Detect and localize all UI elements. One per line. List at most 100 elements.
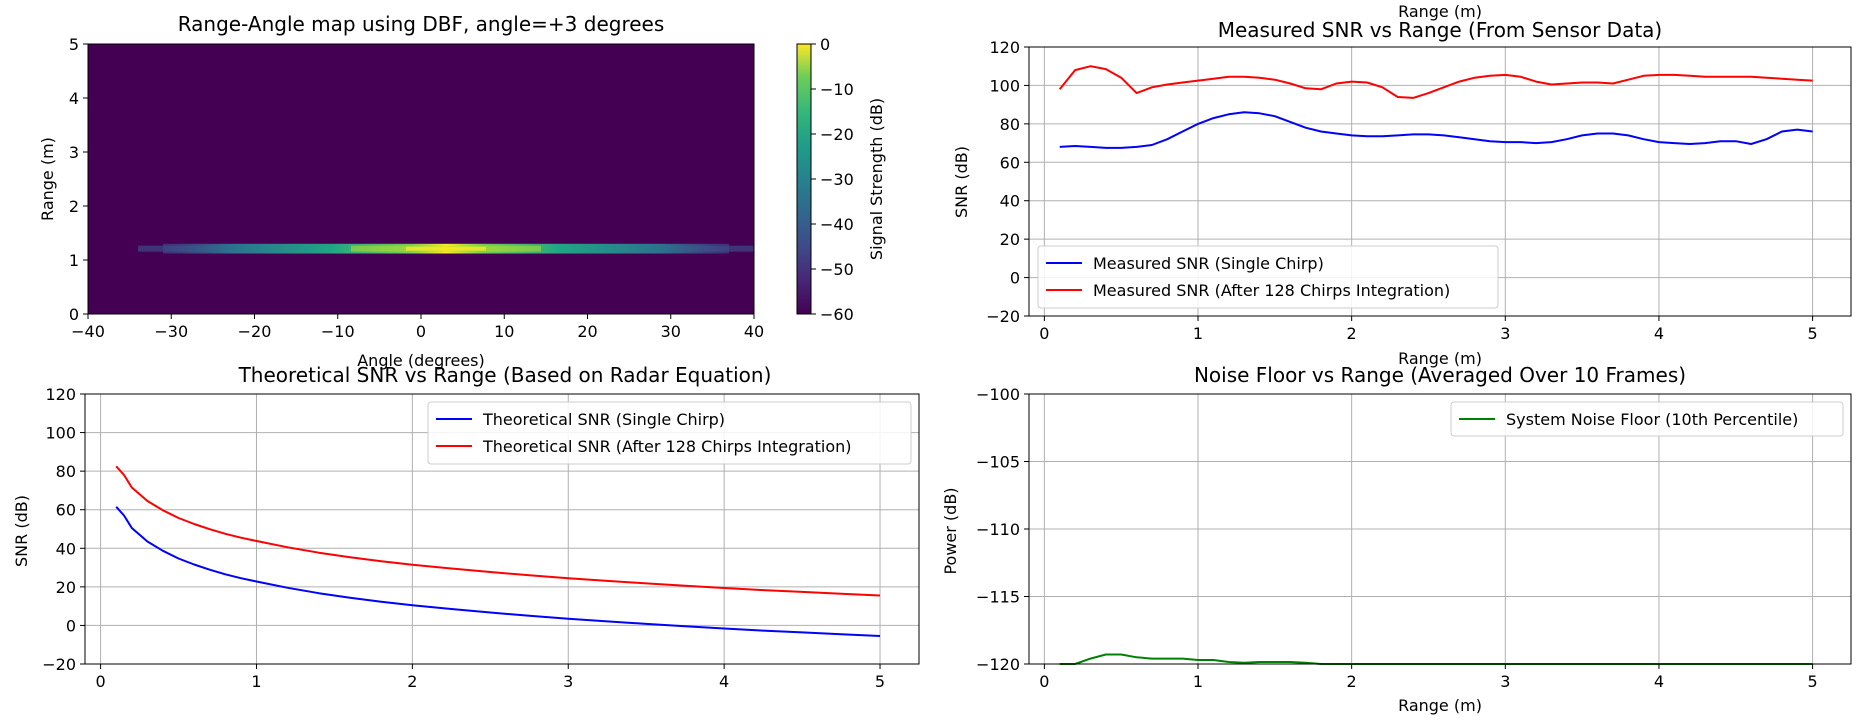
x-tick-label: 1 [1193, 324, 1203, 343]
y-tick-label: 120 [989, 38, 1020, 57]
series-line-0 [1059, 111, 1813, 149]
heatmap-panel: Range-Angle map using DBF, angle=+3 degr… [38, 12, 886, 370]
legend-entry-1: Theoretical SNR (After 128 Chirps Integr… [482, 437, 852, 456]
heatmap-y-ticks: 0 1 2 3 4 5 [69, 35, 88, 324]
x-tick-label: 1 [251, 672, 261, 691]
x-tick-label: 2 [407, 672, 417, 691]
y-tick-label: 100 [989, 76, 1020, 95]
x-tick-label: 3 [1500, 672, 1510, 691]
series-line-1 [1058, 65, 1813, 99]
y-tick-label: −105 [976, 453, 1020, 472]
x-tick-label: 4 [1654, 324, 1664, 343]
series-line-1 [115, 465, 881, 597]
y-tick-label: 0 [66, 616, 76, 635]
y-tick-label: 2 [69, 197, 79, 216]
heatmap-x-ticks: −40 −30 −20 −10 0 10 20 30 40 [71, 314, 764, 341]
legend-entry-1: Measured SNR (After 128 Chirps Integrati… [1093, 281, 1450, 300]
y-tick-label: −100 [976, 385, 1020, 404]
x-tick-label: 0 [1039, 324, 1049, 343]
noise-xlabel: Range (m) [1398, 696, 1482, 715]
y-tick-label: 40 [56, 539, 76, 558]
colorbar-label: Signal Strength (dB) [867, 98, 886, 260]
colorbar-tick-label: −20 [820, 125, 854, 144]
theoretical-ylabel: SNR (dB) [12, 495, 31, 567]
x-tick-label: 4 [1654, 672, 1664, 691]
x-tick-label: 0 [416, 322, 426, 341]
noise-floor-panel: Noise Floor vs Range (Averaged Over 10 F… [941, 363, 1852, 715]
colorbar-tick-label: −10 [820, 80, 854, 99]
measured-plot: 0 1 2 3 4 5 −20 0 20 40 60 80 100 120 Measured SNR (Si… [986, 38, 1852, 343]
noise-plot: 0 1 2 3 4 5 −120 −115 −110 −105 −100 System Noise F… [976, 385, 1852, 691]
colorbar-tick-label: −60 [820, 305, 854, 324]
heatmap-ylabel: Range (m) [38, 137, 57, 221]
x-tick-label: −30 [154, 322, 188, 341]
noise-ylabel: Power (dB) [941, 487, 960, 574]
legend-box [1037, 245, 1499, 309]
x-tick-label: 30 [661, 322, 681, 341]
x-tick-label: 10 [494, 322, 514, 341]
measured-top-label: Range (m) [1398, 2, 1482, 21]
y-tick-label: −20 [42, 655, 76, 674]
x-tick-label: 0 [1039, 672, 1049, 691]
y-tick-label: 3 [69, 143, 79, 162]
x-tick-label: 0 [95, 672, 105, 691]
legend-box [427, 401, 912, 465]
legend-entry-0: System Noise Floor (10th Percentile) [1506, 410, 1798, 429]
axes-frame [1028, 46, 1852, 317]
x-tick-label: 1 [1193, 672, 1203, 691]
colorbar [796, 43, 812, 315]
y-tick-label: −120 [976, 655, 1020, 674]
theoretical-snr-panel: Theoretical SNR vs Range (Based on Radar… [12, 363, 920, 691]
x-tick-label: 2 [1347, 672, 1357, 691]
x-tick-label: 5 [1807, 324, 1817, 343]
colorbar-tick-label: −50 [820, 260, 854, 279]
y-tick-label: 60 [56, 501, 76, 520]
x-tick-label: 5 [1807, 672, 1817, 691]
noise-title: Noise Floor vs Range (Averaged Over 10 F… [1194, 363, 1686, 387]
y-tick-label: −110 [976, 520, 1020, 539]
y-tick-label: 120 [45, 385, 76, 404]
theoretical-plot: 0 1 2 3 4 5 −20 0 20 40 60 80 100 120 Theoretical SNR … [42, 385, 920, 691]
colorbar-ticks: 0 −10 −20 −30 −40 −50 −60 [811, 35, 854, 324]
heatmap-background [88, 44, 754, 314]
heatmap-xlabel: Angle (degrees) [357, 351, 485, 370]
legend-entry-0: Measured SNR (Single Chirp) [1093, 254, 1324, 273]
y-tick-label: 80 [56, 462, 76, 481]
y-tick-label: 20 [1000, 230, 1020, 249]
x-tick-label: 2 [1347, 324, 1357, 343]
colorbar-tick-label: −40 [820, 215, 854, 234]
x-tick-label: 40 [744, 322, 764, 341]
y-tick-label: 0 [1010, 269, 1020, 288]
measured-title: Measured SNR vs Range (From Sensor Data) [1218, 18, 1663, 42]
x-tick-label: 3 [563, 672, 573, 691]
heatmap-title: Range-Angle map using DBF, angle=+3 degr… [178, 12, 665, 36]
colorbar-tick-label: 0 [820, 35, 830, 54]
x-tick-label: 20 [577, 322, 597, 341]
colorbar-tick-label: −30 [820, 170, 854, 189]
series-line-0 [115, 506, 881, 637]
y-tick-label: 100 [45, 424, 76, 443]
y-tick-label: 0 [69, 305, 79, 324]
y-tick-label: 4 [69, 89, 79, 108]
x-tick-label: −20 [238, 322, 272, 341]
y-tick-label: 60 [1000, 153, 1020, 172]
measured-xlabel: Range (m) [1398, 349, 1482, 368]
y-tick-label: 5 [69, 35, 79, 54]
theoretical-title: Theoretical SNR vs Range (Based on Radar… [238, 363, 772, 387]
y-tick-label: −20 [986, 307, 1020, 326]
legend-entry-0: Theoretical SNR (Single Chirp) [482, 410, 725, 429]
x-tick-label: −10 [321, 322, 355, 341]
heatmap-target-band [137, 243, 755, 254]
axes-frame [84, 393, 920, 665]
x-tick-label: 4 [719, 672, 729, 691]
x-tick-label: −40 [71, 322, 105, 341]
y-tick-label: 1 [69, 251, 79, 270]
x-tick-label: 3 [1500, 324, 1510, 343]
legend-box [1450, 401, 1844, 437]
y-tick-label: 80 [1000, 115, 1020, 134]
y-tick-label: 20 [56, 578, 76, 597]
y-tick-label: −115 [976, 588, 1020, 607]
measured-ylabel: SNR (dB) [952, 146, 971, 218]
y-tick-label: 40 [1000, 192, 1020, 211]
